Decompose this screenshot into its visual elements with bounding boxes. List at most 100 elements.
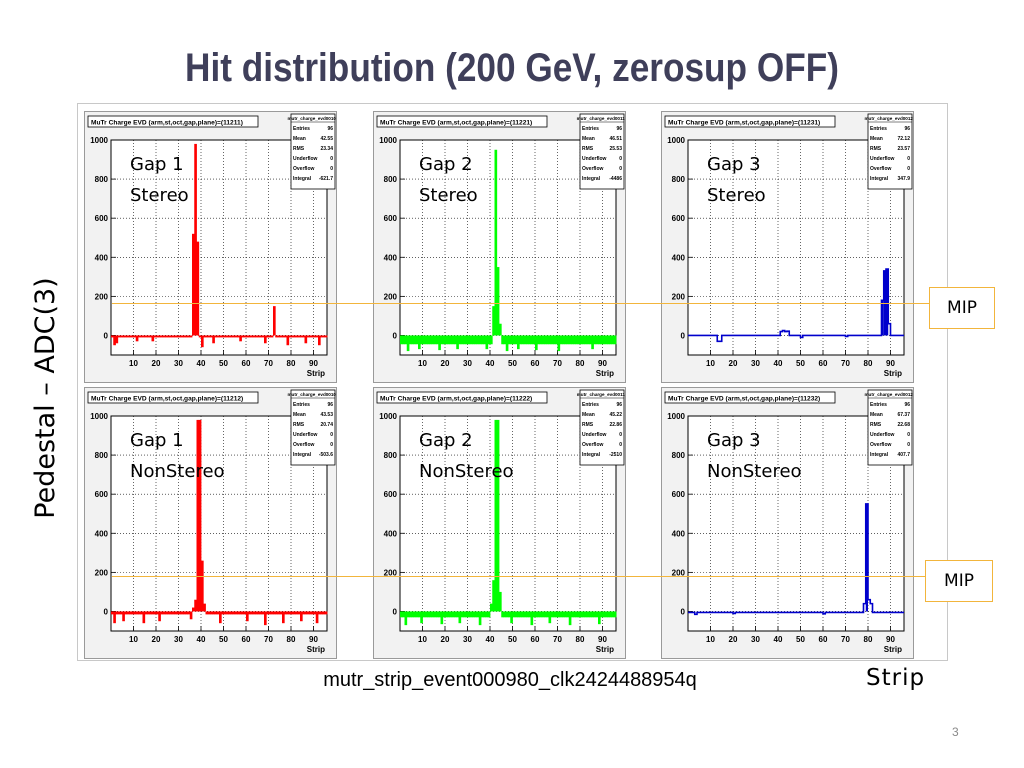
- x-tick-label: 70: [264, 359, 273, 368]
- histogram-bin: [523, 335, 527, 345]
- histogram-bin: [413, 335, 417, 345]
- histogram-bin: [219, 335, 222, 338]
- stats-label: Entries: [293, 402, 310, 408]
- panel-annotation: Gap 3 Stereo: [707, 149, 766, 211]
- histogram-bin: [510, 611, 513, 624]
- histogram-bin: [212, 335, 215, 344]
- histogram-bin: [582, 335, 585, 345]
- histogram-bin: [311, 611, 314, 615]
- mip-label: MIP: [925, 560, 993, 602]
- y-tick-label: 1000: [90, 136, 108, 145]
- histogram-bin: [318, 611, 321, 615]
- x-tick-label: 20: [729, 359, 738, 368]
- histogram-bin: [573, 611, 576, 618]
- stats-value: 46.51: [609, 136, 622, 142]
- histogram-bin: [474, 335, 477, 345]
- panel-annotation-line: Gap 3: [707, 430, 761, 451]
- histogram-bin: [546, 335, 549, 345]
- stats-label: Underflow: [582, 432, 607, 438]
- histogram-bin: [243, 611, 247, 615]
- histogram-bin: [528, 611, 531, 618]
- histogram-title-box: [376, 115, 548, 128]
- histogram-bin: [537, 335, 540, 345]
- stats-label: Entries: [293, 126, 310, 132]
- histogram-bin: [865, 503, 868, 612]
- histogram-bin: [613, 335, 617, 345]
- histogram-bin: [456, 611, 459, 618]
- histogram-bin: [586, 611, 590, 618]
- y-tick-label: 800: [95, 175, 109, 184]
- histogram-line: [688, 268, 904, 343]
- stats-label: Underflow: [293, 432, 318, 438]
- histogram-bin: [261, 611, 265, 615]
- histogram-bin: [322, 335, 326, 338]
- stats-box: [867, 113, 913, 190]
- histogram-bin: [194, 599, 197, 612]
- histogram-panel: 0 200 400 600 800 1000 10 20 30 40 50 60 70 80 90 Strip…: [84, 387, 337, 659]
- histogram-bin: [124, 335, 128, 338]
- histogram-bin: [295, 335, 299, 338]
- stats-label: Mean: [293, 412, 306, 418]
- histogram-bin: [135, 611, 139, 615]
- histogram-bin: [607, 611, 610, 618]
- stats-label: Underflow: [870, 432, 895, 438]
- histogram-bin: [591, 335, 594, 350]
- histogram-bin: [153, 611, 157, 615]
- x-tick-label: 60: [242, 635, 251, 644]
- histogram-bin: [505, 335, 509, 352]
- histogram-bin: [481, 335, 484, 345]
- histogram-bin: [447, 611, 450, 618]
- histogram-svg: 0 200 400 600 800 1000 10 20 30 40 50 60 70 80 90Strip…: [664, 113, 913, 378]
- histogram-bin: [566, 611, 570, 618]
- histogram-bin: [467, 335, 471, 345]
- histogram-bin: [580, 611, 583, 618]
- stats-label: Integral: [582, 452, 601, 458]
- histogram-bin: [198, 419, 202, 612]
- histogram-bin: [315, 335, 319, 338]
- stats-value: 0: [330, 432, 333, 438]
- histogram-bin: [604, 335, 608, 345]
- histogram-title: MuTr Charge EVD (arm,st,oct,gap,plane)=(…: [91, 396, 243, 403]
- x-tick-label: 20: [441, 635, 450, 644]
- histogram-bin: [528, 335, 531, 345]
- mip-threshold-line: [112, 576, 925, 577]
- histogram-bin: [160, 335, 164, 338]
- histogram-bin: [291, 611, 294, 615]
- stats-value: 0: [907, 442, 910, 448]
- histogram-bin: [496, 419, 500, 612]
- stats-value: 96: [904, 402, 910, 408]
- histogram-bin: [577, 611, 581, 618]
- histogram-bin: [438, 335, 441, 351]
- stats-label: Integral: [870, 452, 889, 458]
- histogram-bin: [225, 611, 229, 615]
- stats-value: 20.74: [320, 422, 333, 428]
- stats-box: [290, 389, 336, 466]
- histogram-bin: [427, 611, 430, 618]
- histogram-bin: [607, 335, 610, 345]
- histogram-bin: [431, 335, 435, 345]
- stats-label: RMS: [582, 422, 594, 428]
- x-tick-label: 70: [841, 635, 850, 644]
- page-number: 3: [952, 725, 959, 739]
- histogram-bin: [514, 611, 518, 618]
- stats-box: [290, 113, 336, 190]
- histogram-bin: [255, 611, 258, 615]
- histogram-bin: [187, 611, 191, 615]
- histogram-bin: [442, 335, 446, 345]
- histogram-bin: [508, 611, 511, 618]
- y-tick-label: 800: [95, 451, 109, 460]
- stats-label: Overflow: [582, 442, 604, 448]
- histogram-bin: [557, 335, 561, 352]
- histogram-bin: [508, 335, 511, 345]
- histogram-bin: [171, 611, 175, 615]
- y-tick-label: 1000: [379, 412, 397, 421]
- histogram-bin: [169, 611, 173, 615]
- stats-value: -503.6: [319, 452, 333, 458]
- histogram-bin: [593, 611, 597, 618]
- histogram-bin: [404, 611, 408, 626]
- histogram-bin: [205, 611, 209, 615]
- histogram-bin: [449, 335, 453, 345]
- histogram-bin: [275, 335, 278, 338]
- histogram-bin: [286, 611, 290, 615]
- stats-box: [579, 113, 625, 190]
